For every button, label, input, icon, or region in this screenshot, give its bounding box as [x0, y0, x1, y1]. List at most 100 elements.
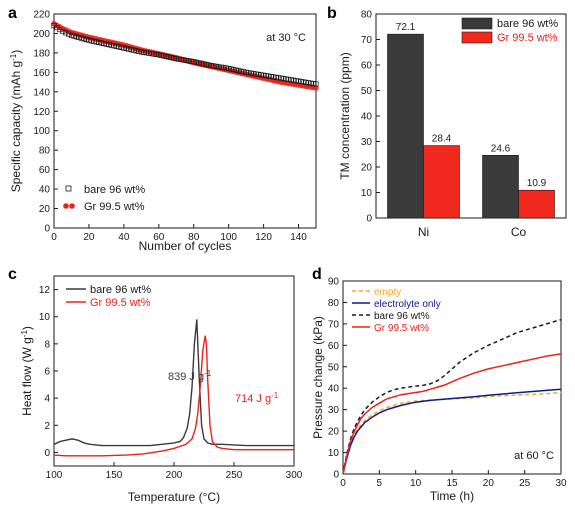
y-tick-label: 120: [33, 107, 50, 118]
legend-gr-label: Gr 99.5 wt%: [374, 323, 429, 334]
annotation-temperature: at 30 °C: [266, 32, 306, 44]
y-tick-label: 60: [328, 341, 340, 352]
annotation-enthalpy-bare: 839 J g-1: [168, 369, 212, 383]
y-axis-label: Specific capacity (mAh g-1): [9, 50, 23, 193]
x-tick-label: 100: [46, 470, 63, 481]
panel-letter-a: a: [8, 5, 17, 22]
annotation-temperature: at 60 °C: [514, 450, 554, 462]
panel-letter-b: b: [327, 5, 337, 22]
legend-marker-gr: [69, 203, 75, 209]
x-tick-label: 20: [483, 478, 495, 489]
x-tick-label: 140: [290, 232, 307, 243]
y-tick-label: 20: [361, 163, 373, 174]
category-label: Co: [511, 225, 527, 239]
x-tick-label: 5: [377, 478, 383, 489]
x-tick-label: 0: [51, 232, 57, 243]
y-tick-label: 30: [328, 405, 340, 416]
data-point-bare: [66, 31, 72, 37]
y-tick-label: 10: [361, 188, 373, 199]
line-bare: [53, 319, 294, 447]
x-tick-label: 120: [255, 232, 272, 243]
x-axis-label: Temperature (°C): [128, 490, 220, 504]
y-tick-label: 0: [44, 224, 50, 235]
bar-value-label: 72.1: [396, 22, 416, 33]
y-tick-label: 4: [44, 394, 50, 405]
y-tick-label: 70: [361, 35, 373, 46]
category-label: Ni: [418, 225, 429, 239]
y-tick-label: 8: [44, 339, 50, 350]
y-tick-label: 140: [33, 87, 50, 98]
y-tick-label: 80: [39, 146, 51, 157]
legend-label: Gr 99.5 wt%: [497, 32, 558, 44]
panel-a: 0 20 40 60 80 100 120 140 0 20 40 60 80 100 120 140 160 1…: [9, 10, 319, 253]
data-point-bare: [313, 81, 319, 87]
bar: [482, 154, 519, 219]
y-tick-label: 6: [44, 367, 50, 378]
panel-c: 100 150 200 250 300 0 2 4 6 8 10 12 bare 96 wt%Gr 99…: [20, 275, 303, 504]
x-tick-label: 250: [226, 470, 243, 481]
legend-swatch: [461, 31, 493, 44]
panel-letter-c: c: [8, 266, 17, 283]
data-point-bare: [60, 28, 66, 35]
x-tick-label: 0: [340, 478, 346, 489]
x-tick-label: 40: [118, 232, 130, 243]
y-tick-label: 100: [33, 126, 50, 137]
x-axis-label: Number of cycles: [139, 239, 232, 253]
legend-marker-bare: [65, 185, 72, 192]
y-tick-label: 60: [39, 165, 51, 176]
y-tick-label: 10: [328, 448, 340, 459]
y-axis-label: TM concentration (ppm): [338, 52, 352, 179]
y-tick-label: 40: [39, 185, 51, 196]
line-gr: [342, 353, 562, 475]
legend-empty-label: empty: [374, 287, 401, 298]
line-gr: [53, 335, 294, 457]
y-tick-label: 30: [361, 137, 373, 148]
x-tick-label: 150: [106, 470, 123, 481]
legend-bare-label: bare 96 wt%: [374, 311, 430, 322]
y-tick-label: 60: [361, 61, 373, 72]
y-tick-label: 2: [44, 421, 50, 432]
panel-d: 0 5 10 15 20 25 30 0 10 20 30 40 50 60 70 80 90 emptyelec…: [311, 277, 567, 504]
y-tick-label: 50: [328, 362, 340, 373]
legend-label-gr: Gr 99.5 wt%: [84, 201, 145, 213]
bar-value-label: 24.6: [491, 143, 511, 154]
y-axis-label: Heat flow (W g-1): [20, 326, 34, 416]
y-tick-label: 12: [39, 285, 51, 296]
y-tick-label: 180: [33, 48, 50, 59]
y-tick-label: 160: [33, 68, 50, 79]
y-tick-label: 200: [33, 29, 50, 40]
annotation-enthalpy-gr: 714 J g-1: [235, 391, 279, 405]
x-tick-label: 15: [446, 478, 458, 489]
panel-letter-d: d: [312, 266, 322, 283]
panel-b: 0 10 20 30 40 50 60 70 80 Ni 72.1 28.4 Co 24.6 10.9 bar…: [338, 10, 567, 239]
y-tick-label: 0: [333, 470, 339, 481]
x-tick-label: 25: [519, 478, 531, 489]
bar: [387, 33, 424, 219]
y-tick-label: 10: [39, 312, 51, 323]
x-tick-label: 30: [555, 478, 567, 489]
x-tick-label: 60: [153, 232, 165, 243]
bar: [423, 145, 460, 219]
y-tick-label: 50: [361, 86, 373, 97]
x-tick-label: 10: [410, 478, 422, 489]
y-tick-label: 20: [328, 427, 340, 438]
legend-swatch: [461, 17, 493, 30]
y-axis-label: Pressure change (kPa): [311, 316, 325, 439]
y-tick-label: 70: [328, 319, 340, 330]
bar-value-label: 10.9: [527, 178, 547, 189]
y-tick-label: 80: [361, 10, 373, 21]
y-tick-label: 90: [328, 277, 340, 288]
x-axis-label: Time (h): [430, 489, 474, 503]
y-tick-label: 220: [33, 10, 50, 21]
y-tick-label: 40: [328, 384, 340, 395]
y-tick-label: 0: [366, 214, 372, 225]
line-bare: [342, 318, 562, 475]
line-electrolyte-only: [342, 388, 562, 475]
legend-label: Gr 99.5 wt%: [90, 297, 151, 309]
legend-marker-gr: [63, 203, 69, 209]
bar: [518, 189, 555, 219]
x-tick-label: 20: [83, 232, 95, 243]
legend-label-bare: bare 96 wt%: [84, 184, 145, 196]
legend-electrolyte-only-label: electrolyte only: [374, 299, 441, 310]
